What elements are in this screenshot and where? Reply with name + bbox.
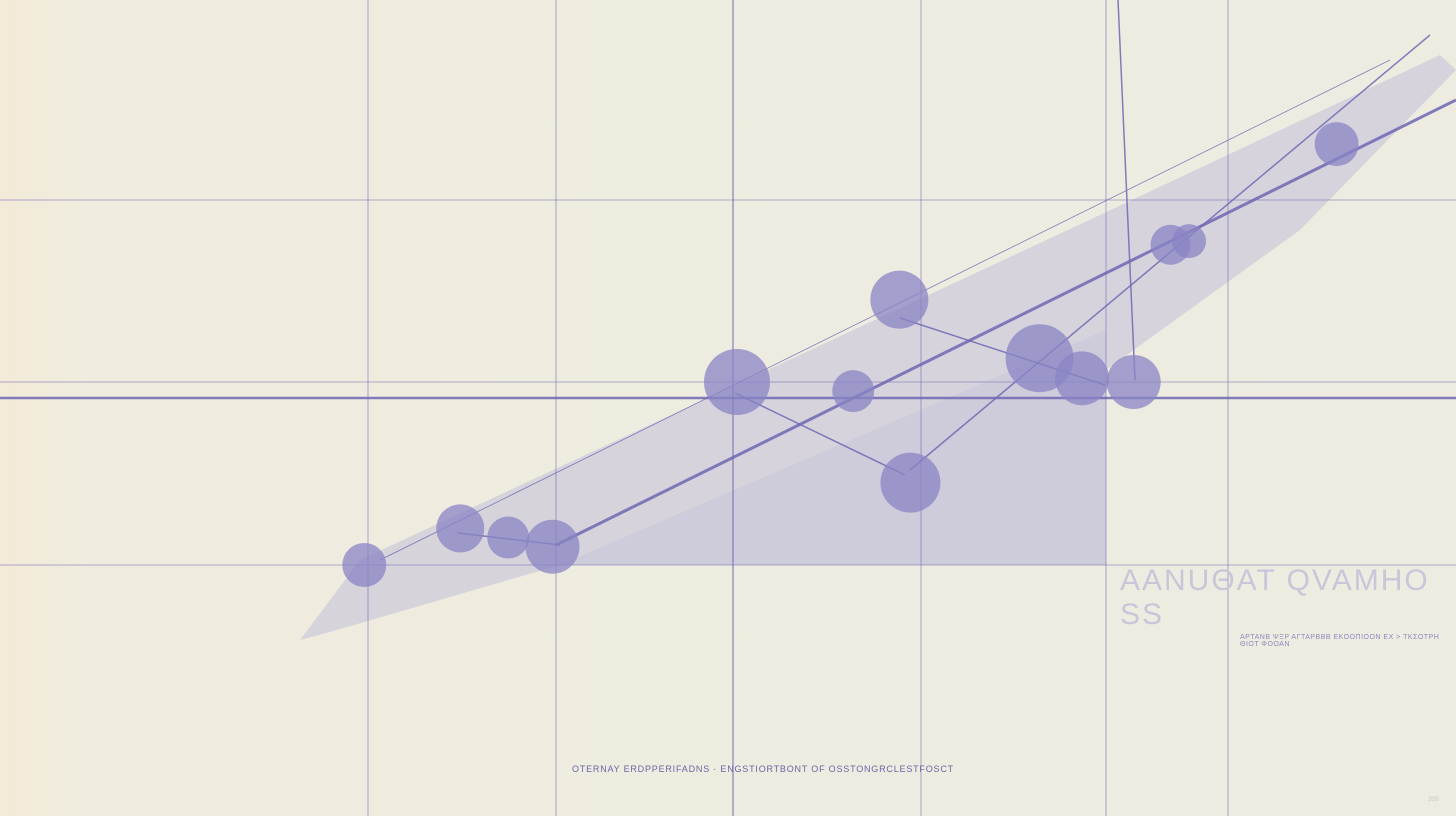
- data-point: [704, 349, 770, 415]
- chart-caption: OTERNAY ERDPPERIFADNS · ENGSTIORTBONT OF…: [572, 764, 954, 774]
- confidence-band: [300, 55, 1456, 640]
- data-point: [436, 504, 485, 553]
- data-point: [1314, 122, 1359, 167]
- page-mark: 20S: [1428, 797, 1439, 803]
- trend-line: [1117, 0, 1136, 381]
- data-point: [880, 452, 941, 513]
- data-point: [342, 543, 387, 587]
- data-point: [870, 270, 929, 329]
- trend-line: [555, 98, 1456, 547]
- band-shade: [560, 330, 1106, 565]
- chart-subtitle: ΑΡΤΑΝΒ ΨΞΡ ΑΓΤΑΡΒΒΒ ΕΚΟΟΠΙΟΟΝ ΕΧ > ΤΚΣΟΤ…: [1240, 634, 1440, 648]
- data-point: [1172, 224, 1207, 259]
- data-point: [525, 519, 580, 574]
- chart-title: AANUΘAT QVAMHO SS: [1120, 564, 1430, 631]
- data-point: [487, 516, 530, 559]
- trend-line: [734, 392, 906, 476]
- data-point: [1106, 355, 1161, 409]
- data-point: [1055, 351, 1110, 406]
- data-point: [832, 370, 875, 413]
